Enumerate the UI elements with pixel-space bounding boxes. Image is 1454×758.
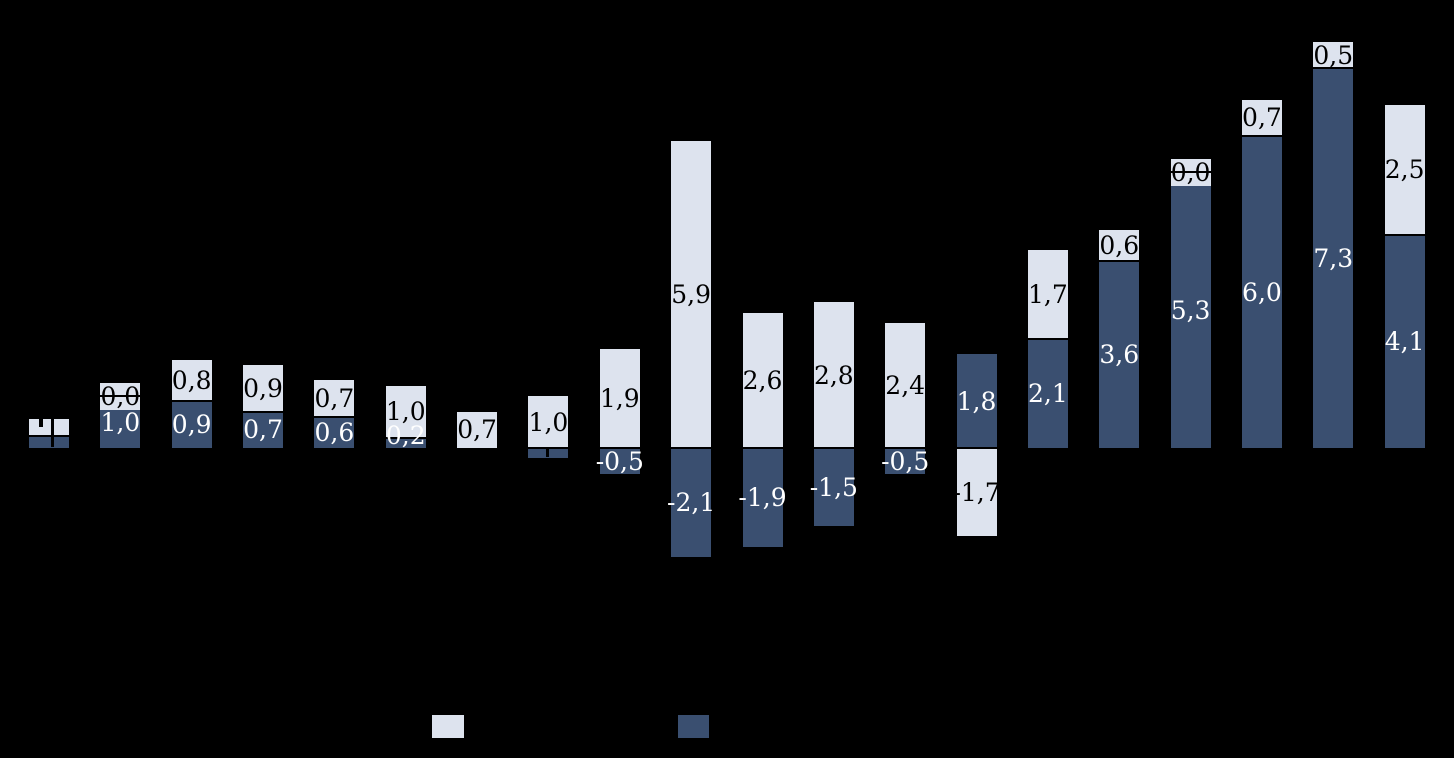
segment-boundary-line (1384, 233, 1425, 236)
light-label-box (671, 281, 712, 309)
light-label-box (1384, 156, 1425, 184)
light-label-box (1313, 41, 1354, 69)
light-label: 0,0 (100, 381, 141, 411)
light-label-box (385, 398, 426, 426)
axis-tick-artifact (51, 418, 54, 447)
light-label-box (314, 385, 355, 413)
dark-segment (171, 401, 212, 448)
segment-boundary-line (885, 447, 926, 449)
light-label: 0,5 (1313, 40, 1354, 70)
segment-boundary-line (1027, 337, 1068, 340)
segment-boundary-line (813, 447, 854, 449)
light-segment (29, 418, 69, 437)
dark-label: -0,5 (881, 446, 930, 476)
segment-boundary-line (29, 435, 69, 438)
dark-label: 2,1 (1028, 378, 1068, 408)
dark-label: 0,9 (171, 410, 212, 440)
light-label: 0,0 (1170, 157, 1211, 187)
axis-tick-artifact (39, 418, 43, 427)
dark-segment (1384, 234, 1425, 448)
dark-segment (1099, 260, 1140, 448)
dark-label: -2,1 (667, 488, 716, 518)
legend-light-swatch (432, 715, 464, 738)
dark-label: 1,0 (100, 407, 141, 437)
segment-boundary-line (100, 395, 141, 397)
light-label-box (1099, 231, 1140, 259)
light-label: 5,9 (671, 280, 712, 310)
dark-label: 0,2 (385, 420, 426, 450)
segment-boundary-line (671, 447, 712, 449)
dark-label: 0,6 (314, 417, 355, 447)
light-label: 2,4 (885, 371, 926, 401)
segment-boundary-line (314, 415, 355, 418)
dark-segment (314, 416, 355, 448)
segment-boundary-line (742, 447, 783, 449)
light-label: 1,0 (528, 407, 569, 437)
light-label-box (885, 372, 926, 400)
light-label-box (813, 361, 854, 389)
legend-dark-swatch (678, 715, 709, 738)
segment-boundary-line (956, 447, 997, 449)
dark-label: 0,7 (243, 415, 283, 445)
light-label: 0,7 (1242, 103, 1282, 133)
dark-segment (671, 448, 712, 558)
dark-segment (1241, 136, 1282, 448)
segment-boundary-line (1170, 171, 1211, 174)
light-label: 0,8 (171, 365, 212, 395)
dark-segment (813, 448, 854, 526)
segment-boundary-line (528, 447, 569, 449)
dark-segment (956, 354, 997, 448)
segment-boundary-line (1099, 259, 1140, 262)
dark-label: -1,5 (809, 472, 858, 502)
light-label-box (742, 366, 783, 394)
light-label-box (457, 416, 498, 444)
dark-segment (599, 448, 640, 474)
dark-label: 4,1 (1384, 326, 1425, 356)
dark-label: 7,3 (1313, 243, 1354, 273)
segment-boundary-line (385, 436, 426, 439)
dark-segment (29, 436, 69, 448)
dark-segment (1170, 172, 1211, 448)
light-label: 0,7 (314, 384, 355, 414)
dark-segment (885, 448, 926, 474)
dark-segment (742, 448, 783, 547)
dark-label: 1,8 (956, 386, 997, 416)
dark-segment (1027, 338, 1068, 448)
segment-boundary-line (243, 410, 284, 413)
dark-label: 3,6 (1099, 339, 1140, 369)
axis-tick-artifact (546, 449, 549, 457)
light-label: 0,6 (1099, 230, 1140, 260)
light-label-box (1241, 104, 1282, 132)
segment-boundary-line (171, 400, 212, 403)
segment-boundary-line (1241, 135, 1282, 137)
dark-segment (1313, 68, 1354, 448)
light-label: -1,7 (952, 477, 1001, 507)
dark-segment (385, 437, 426, 448)
dark-label: -1,9 (738, 482, 787, 512)
light-label: 2,8 (813, 360, 854, 390)
light-label-box (599, 385, 640, 413)
light-label: 1,9 (599, 384, 640, 414)
light-label: 0,9 (243, 373, 283, 403)
light-label: 2,5 (1384, 155, 1425, 185)
light-label: 0,7 (457, 415, 497, 445)
light-label-box (171, 366, 212, 394)
light-label-box (956, 478, 997, 506)
dark-label: -0,5 (595, 446, 644, 476)
light-label-box (243, 374, 284, 402)
dark-segment (243, 411, 284, 448)
light-label: 1,7 (1028, 280, 1068, 310)
light-label: 1,0 (385, 397, 426, 427)
segment-boundary-line (1313, 67, 1354, 70)
light-label-box (1027, 281, 1068, 309)
light-label-box (528, 408, 569, 436)
dark-label: 6,0 (1242, 277, 1282, 307)
dark-label: 5,3 (1170, 295, 1211, 325)
light-label: 2,6 (742, 365, 783, 395)
segment-boundary-line (599, 447, 640, 449)
